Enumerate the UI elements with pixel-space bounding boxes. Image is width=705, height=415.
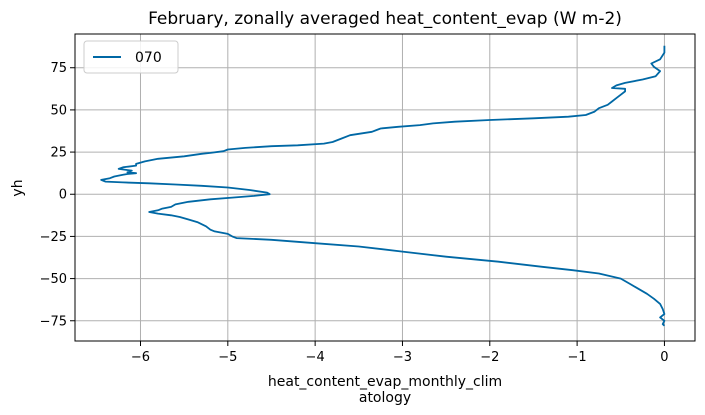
legend-label-070: 070 — [135, 50, 162, 66]
x-axis-label-line1: heat_content_evap_monthly_clim — [268, 374, 502, 390]
plot-frame — [74, 33, 696, 342]
x-ticks: −6 −5 −4 −3 −2 −1 0 — [131, 341, 669, 365]
grid — [75, 34, 695, 341]
y-tick-label: −25 — [40, 230, 67, 245]
y-tick-label: 0 — [59, 188, 67, 203]
y-tick-label: 75 — [50, 61, 67, 76]
series-line-070 — [100, 45, 666, 327]
x-tick-label: −4 — [306, 350, 325, 365]
x-tick-label: −2 — [480, 350, 499, 365]
y-tick-label: −75 — [40, 314, 67, 329]
legend: 070 — [83, 40, 179, 74]
y-axis-label: yh — [10, 179, 26, 196]
x-tick-label: −3 — [393, 350, 412, 365]
series-layer — [100, 45, 666, 327]
chart-title: February, zonally averaged heat_content_… — [148, 9, 622, 29]
x-tick-label: −6 — [131, 350, 150, 365]
x-tick-label: 0 — [660, 350, 668, 365]
legend-box — [83, 40, 179, 74]
y-tick-label: −50 — [40, 272, 67, 287]
x-axis-label-line2: atology — [359, 390, 411, 406]
x-tick-label: −5 — [218, 350, 237, 365]
y-ticks: −75 −50 −25 0 25 50 75 — [40, 61, 75, 329]
y-tick-label: 50 — [50, 103, 67, 118]
x-tick-label: −1 — [568, 350, 587, 365]
y-tick-label: 25 — [50, 146, 67, 161]
